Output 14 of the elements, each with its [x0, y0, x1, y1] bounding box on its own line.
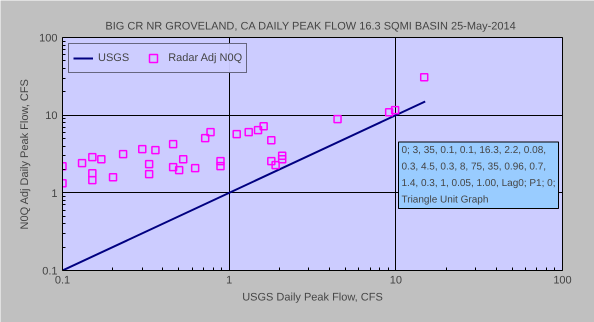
annotation: 0; 3, 35, 0.1, 0.1, 16.3, 2.2, 0.08, 0.3, 4.5, 0.3, 8, 75, 35, 0.96, 0.7, 1.4, 0.3, 1, 0.05, 1.00, Lag0; P1; 0; Triangle Unit Graph [402, 145, 556, 206]
chart-title: BIG CR NR GROVELAND, CA DAILY PEAK FLOW 16.3 SQMI BASIN 25-May-2014 [105, 20, 516, 32]
x-tick-label: 10 [390, 274, 402, 286]
x-tick-label: 1 [226, 274, 232, 286]
y-tick-label: 0.1 [42, 266, 58, 278]
legend-label: USGS [98, 52, 130, 64]
legend-label: Radar Adj N0Q [168, 52, 242, 64]
x-tick-label: 0.1 [54, 274, 70, 286]
y-tick-label: 1 [51, 188, 58, 200]
y-tick-label: 100 [39, 32, 58, 44]
x-tick-label: 100 [553, 274, 572, 286]
y-axis-title: N0Q Adj Daily Peak Flow, CFS [19, 79, 32, 230]
y-tick-label: 10 [45, 110, 58, 122]
x-axis-title: USGS Daily Peak Flow, CFS [242, 292, 383, 304]
